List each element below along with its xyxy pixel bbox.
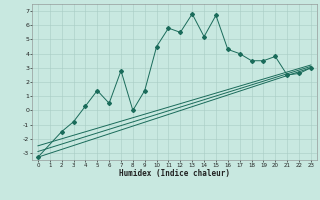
X-axis label: Humidex (Indice chaleur): Humidex (Indice chaleur)	[119, 169, 230, 178]
